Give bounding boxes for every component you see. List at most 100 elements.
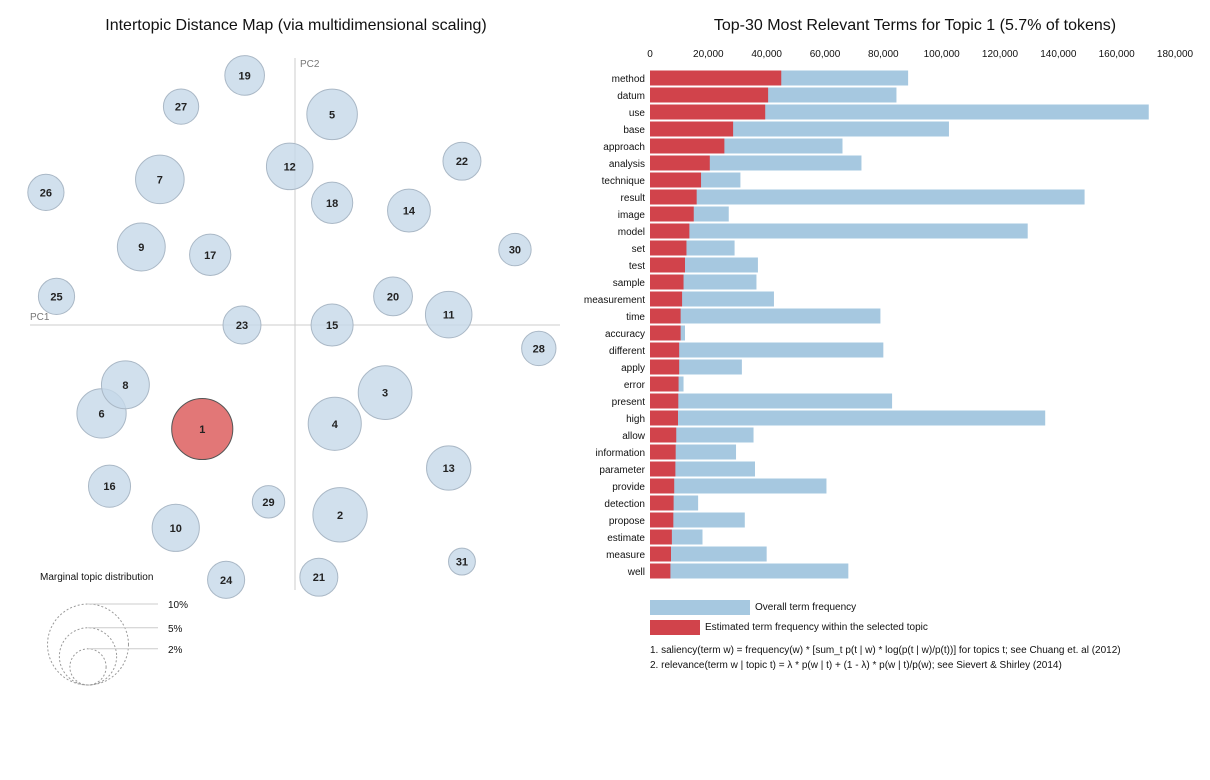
topic-bubble-3[interactable]: [357, 365, 413, 420]
topic-bar-information[interactable]: [650, 444, 676, 460]
term-label-base[interactable]: base: [623, 125, 645, 136]
topic-bubble-8[interactable]: [100, 360, 150, 410]
topic-bar-model[interactable]: [650, 223, 690, 239]
term-label-datum[interactable]: datum: [617, 91, 645, 102]
topic-bar-allow[interactable]: [650, 427, 677, 443]
term-label-allow[interactable]: allow: [622, 431, 646, 442]
topic-bubble-24[interactable]: [207, 560, 246, 599]
overall-bar-present[interactable]: [650, 393, 893, 409]
topic-bar-apply[interactable]: [650, 359, 680, 375]
term-label-apply[interactable]: apply: [621, 363, 645, 374]
term-label-result[interactable]: result: [621, 193, 646, 204]
term-label-set[interactable]: set: [632, 244, 646, 255]
topic-bubble-11[interactable]: [424, 290, 473, 339]
term-label-analysis[interactable]: analysis: [609, 159, 645, 170]
topic-bar-propose[interactable]: [650, 512, 674, 528]
term-label-time[interactable]: time: [626, 312, 645, 323]
term-label-provide[interactable]: provide: [612, 482, 645, 493]
topic-bar-set[interactable]: [650, 240, 687, 256]
term-label-use[interactable]: use: [629, 108, 646, 119]
topic-bubble-13[interactable]: [426, 445, 472, 491]
overall-bar-model[interactable]: [650, 223, 1028, 239]
topic-bubble-21[interactable]: [299, 557, 339, 597]
term-label-accuracy[interactable]: accuracy: [605, 329, 645, 340]
overall-bar-time[interactable]: [650, 308, 881, 324]
topic-bubble-27[interactable]: [162, 88, 200, 125]
term-label-image[interactable]: image: [618, 210, 646, 221]
topic-bubble-29[interactable]: [251, 485, 286, 519]
topic-bubble-4[interactable]: [307, 396, 362, 451]
topic-bar-analysis[interactable]: [650, 155, 710, 171]
topic-bar-present[interactable]: [650, 393, 679, 409]
topic-bubble-9[interactable]: [116, 222, 166, 272]
term-label-method[interactable]: method: [612, 74, 645, 85]
topic-bar-time[interactable]: [650, 308, 681, 324]
topic-bubble-15[interactable]: [310, 303, 354, 347]
topic-bubble-17[interactable]: [189, 233, 232, 276]
term-label-high[interactable]: high: [626, 414, 645, 425]
term-label-well[interactable]: well: [627, 567, 645, 578]
term-label-technique[interactable]: technique: [602, 176, 646, 187]
term-label-approach[interactable]: approach: [603, 142, 645, 153]
overall-bar-high[interactable]: [650, 410, 1046, 426]
overall-bar-different[interactable]: [650, 342, 884, 358]
topic-bar-estimate[interactable]: [650, 529, 672, 545]
topic-bar-provide[interactable]: [650, 478, 675, 494]
term-label-measurement[interactable]: measurement: [584, 295, 645, 306]
topic-bar-result[interactable]: [650, 189, 697, 205]
topic-bar-measure[interactable]: [650, 546, 671, 562]
topic-bar-detection[interactable]: [650, 495, 674, 511]
term-label-measure[interactable]: measure: [606, 550, 645, 561]
topic-bubble-25[interactable]: [37, 277, 76, 316]
topic-bubble-28[interactable]: [521, 330, 557, 367]
term-label-error[interactable]: error: [624, 380, 646, 391]
topic-bubble-7[interactable]: [135, 154, 185, 205]
term-label-model[interactable]: model: [618, 227, 645, 238]
term-label-test[interactable]: test: [629, 261, 645, 272]
term-label-parameter[interactable]: parameter: [599, 465, 645, 476]
topic-bar-approach[interactable]: [650, 138, 725, 154]
overall-bar-well[interactable]: [650, 563, 849, 579]
topic-bubble-31[interactable]: [448, 547, 476, 576]
topic-bar-high[interactable]: [650, 410, 678, 426]
topic-bar-technique[interactable]: [650, 172, 702, 188]
topic-bubble-22[interactable]: [442, 141, 482, 181]
topic-bubble-26[interactable]: [27, 173, 65, 212]
topic-bar-use[interactable]: [650, 104, 766, 120]
term-label-information[interactable]: information: [596, 448, 645, 459]
term-label-estimate[interactable]: estimate: [607, 533, 645, 544]
topic-bar-measurement[interactable]: [650, 291, 683, 307]
topic-bar-method[interactable]: [650, 70, 782, 86]
overall-bar-propose[interactable]: [650, 512, 745, 528]
topic-bar-different[interactable]: [650, 342, 680, 358]
overall-bar-use[interactable]: [650, 104, 1149, 120]
topic-bubble-20[interactable]: [373, 276, 413, 317]
topic-bubble-30[interactable]: [498, 232, 532, 267]
topic-bubble-19[interactable]: [224, 55, 265, 96]
topic-bubble-2[interactable]: [312, 487, 368, 543]
topic-bar-sample[interactable]: [650, 274, 684, 290]
term-label-different[interactable]: different: [609, 346, 645, 357]
term-label-detection[interactable]: detection: [604, 499, 645, 510]
topic-bubble-18[interactable]: [310, 181, 354, 224]
topic-bar-image[interactable]: [650, 206, 694, 222]
topic-bubble-23[interactable]: [222, 305, 262, 345]
topic-bar-accuracy[interactable]: [650, 325, 681, 341]
topic-bar-test[interactable]: [650, 257, 685, 273]
topic-bar-parameter[interactable]: [650, 461, 676, 477]
topic-bar-base[interactable]: [650, 121, 734, 137]
overall-bar-result[interactable]: [650, 189, 1085, 205]
topic-bubble-16[interactable]: [87, 464, 132, 508]
overall-bar-parameter[interactable]: [650, 461, 755, 477]
topic-bubble-10[interactable]: [151, 503, 200, 552]
overall-bar-provide[interactable]: [650, 478, 827, 494]
topic-bubble-12[interactable]: [265, 142, 314, 191]
term-label-present[interactable]: present: [612, 397, 646, 408]
topic-bubble-1[interactable]: [171, 397, 234, 461]
term-label-sample[interactable]: sample: [613, 278, 646, 289]
term-label-propose[interactable]: propose: [609, 516, 646, 527]
topic-bar-error[interactable]: [650, 376, 679, 392]
overall-bar-measure[interactable]: [650, 546, 767, 562]
topic-bar-well[interactable]: [650, 563, 671, 579]
topic-bubble-5[interactable]: [306, 88, 358, 141]
